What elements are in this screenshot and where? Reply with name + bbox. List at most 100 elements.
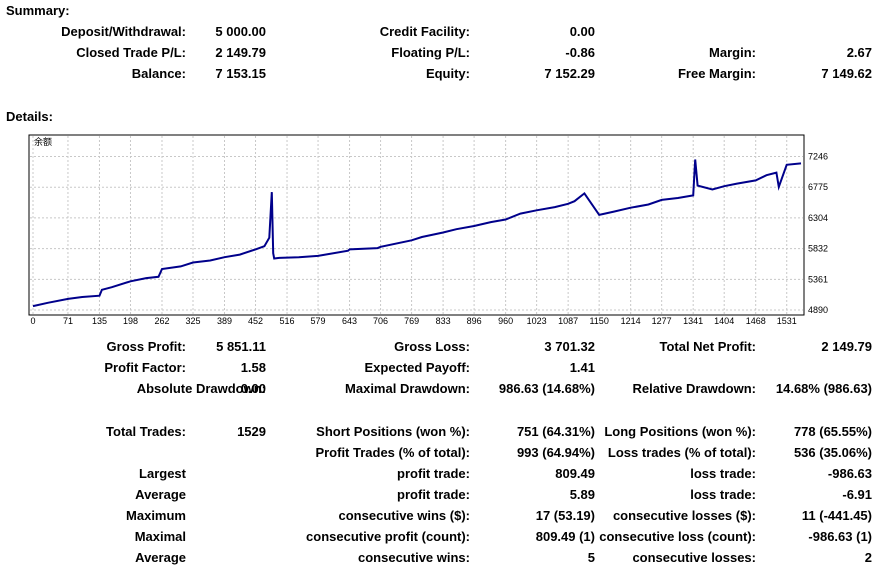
gross-loss-label: Gross Loss: — [394, 339, 470, 354]
loss-trades-value: 536 (35.06%) — [793, 445, 872, 460]
x-tick-label: 643 — [342, 316, 357, 326]
short-positions-label: Short Positions (won %): — [316, 424, 470, 439]
x-tick-label: 516 — [280, 316, 295, 326]
expected-payoff-value: 1.41 — [569, 360, 595, 375]
avg-consecutive-losses-value: 2 — [864, 550, 872, 565]
margin-value: 2.67 — [846, 45, 872, 60]
profit-factor-value: 1.58 — [240, 360, 266, 375]
long-positions-value: 778 (65.55%) — [793, 424, 872, 439]
x-tick-label: 1023 — [527, 316, 547, 326]
average-profit-label: profit trade: — [397, 487, 470, 502]
max-consecutive-losses-label: consecutive losses ($): — [612, 508, 756, 523]
floating-pl-value: -0.86 — [565, 45, 595, 60]
free-margin-value: 7 149.62 — [821, 66, 872, 81]
total-net-label: Total Net Profit: — [659, 339, 756, 354]
x-tick-label: 960 — [498, 316, 513, 326]
x-tick-label: 706 — [373, 316, 388, 326]
credit-value: 0.00 — [569, 24, 595, 39]
balance-series-line — [32, 159, 802, 308]
deposit-value: 5 000.00 — [215, 24, 266, 39]
plot-frame — [28, 134, 805, 316]
equity-value: 7 152.29 — [544, 66, 595, 81]
absolute-drawdown-label: Absolute Drawdown: — [136, 381, 266, 396]
max-consecutive-losses-value: 11 (-441.45) — [801, 508, 872, 523]
loss-trades-label: Loss trades (% of total): — [607, 445, 756, 460]
y-tick-label: 6775 — [808, 182, 828, 192]
maximal-consecutive-profit-label: consecutive profit (count): — [306, 529, 470, 544]
balance-value: 7 153.15 — [215, 66, 266, 81]
average-profit-value: 5.89 — [569, 487, 595, 502]
floating-pl-label: Floating P/L: — [391, 45, 470, 60]
avg-consecutive-wins-label: consecutive wins: — [358, 550, 470, 565]
balance-chart: 0 71 135 198 262 325 389 452 516 579 643 706 769 833 8… — [28, 134, 828, 326]
gross-loss-value: 3 701.32 — [544, 339, 595, 354]
max-consecutive-wins-label: consecutive wins ($): — [338, 508, 470, 523]
total-net-value: 2 149.79 — [821, 339, 872, 354]
profit-factor-label: Profit Factor: — [104, 360, 186, 375]
relative-drawdown-value: 14.68% (986.63) — [775, 381, 872, 396]
absolute-drawdown-value: 0.00 — [240, 381, 266, 396]
x-tick-label: 389 — [217, 316, 232, 326]
x-tick-label: 1531 — [777, 316, 797, 326]
x-tick-label: 579 — [311, 316, 326, 326]
x-tick-label: 1214 — [621, 316, 641, 326]
total-trades-value: 1529 — [237, 424, 266, 439]
y-tick-label: 5832 — [808, 244, 828, 254]
y-tick-label: 7246 — [808, 152, 828, 162]
x-tick-label: 0 — [30, 316, 35, 326]
legend-label: 余额 — [34, 136, 52, 147]
maximal-consecutive-loss-value: -986.63 (1) — [808, 529, 872, 544]
maximal-label: Maximal — [134, 529, 186, 544]
average-consecutive-label: Average — [135, 550, 186, 565]
x-tick-label: 198 — [123, 316, 138, 326]
x-tick-label: 1468 — [746, 316, 766, 326]
profit-trades-label: Profit Trades (% of total): — [315, 445, 470, 460]
closed-pl-value: 2 149.79 — [215, 45, 266, 60]
maximal-consecutive-profit-value: 809.49 (1) — [535, 529, 595, 544]
profit-trades-value: 993 (64.94%) — [516, 445, 595, 460]
largest-profit-label: profit trade: — [397, 466, 470, 481]
maximal-drawdown-label: Maximal Drawdown: — [345, 381, 470, 396]
x-tick-label: 1087 — [558, 316, 578, 326]
largest-loss-label: loss trade: — [690, 466, 756, 481]
x-tick-label: 896 — [467, 316, 482, 326]
avg-consecutive-wins-value: 5 — [587, 550, 595, 565]
x-tick-label: 1150 — [589, 316, 608, 326]
x-tick-label: 262 — [154, 316, 169, 326]
y-tick-label: 6304 — [808, 213, 828, 223]
x-tick-label: 1277 — [652, 316, 672, 326]
x-tick-label: 325 — [185, 316, 200, 326]
average-loss-label: loss trade: — [690, 487, 756, 502]
expected-payoff-label: Expected Payoff: — [364, 360, 470, 375]
equity-label: Equity: — [425, 66, 470, 81]
closed-pl-label: Closed Trade P/L: — [76, 45, 186, 60]
balance-label: Balance: — [131, 66, 186, 81]
maximal-consecutive-loss-label: consecutive loss (count): — [599, 529, 756, 544]
x-tick-label: 71 — [63, 316, 73, 326]
x-tick-label: 452 — [248, 316, 263, 326]
largest-profit-value: 809.49 — [555, 466, 595, 481]
summary-heading: Summary: — [6, 3, 70, 18]
gross-profit-value: 5 851.11 — [216, 339, 266, 354]
x-tick-label: 1341 — [683, 316, 703, 326]
details-heading: Details: — [6, 109, 53, 124]
y-tick-label: 4890 — [808, 305, 828, 315]
average-label: Average — [135, 487, 186, 502]
maximum-label: Maximum — [126, 508, 186, 523]
max-consecutive-wins-value: 17 (53.19) — [535, 508, 595, 523]
gross-profit-label: Gross Profit: — [106, 339, 186, 354]
average-loss-value: -6.91 — [842, 487, 872, 502]
free-margin-label: Free Margin: — [677, 66, 756, 81]
largest-loss-value: -986.63 — [827, 466, 872, 481]
margin-label: Margin: — [709, 45, 756, 60]
short-positions-value: 751 (64.31%) — [516, 424, 595, 439]
relative-drawdown-label: Relative Drawdown: — [632, 381, 756, 396]
y-tick-label: 5361 — [808, 274, 828, 284]
long-positions-label: Long Positions (won %): — [604, 424, 756, 439]
x-tick-label: 1404 — [714, 316, 734, 326]
x-tick-label: 135 — [92, 316, 107, 326]
largest-label: Largest — [139, 466, 186, 481]
x-tick-label: 833 — [436, 316, 451, 326]
credit-label: Credit Facility: — [379, 24, 470, 39]
deposit-label: Deposit/Withdrawal: — [61, 24, 186, 39]
